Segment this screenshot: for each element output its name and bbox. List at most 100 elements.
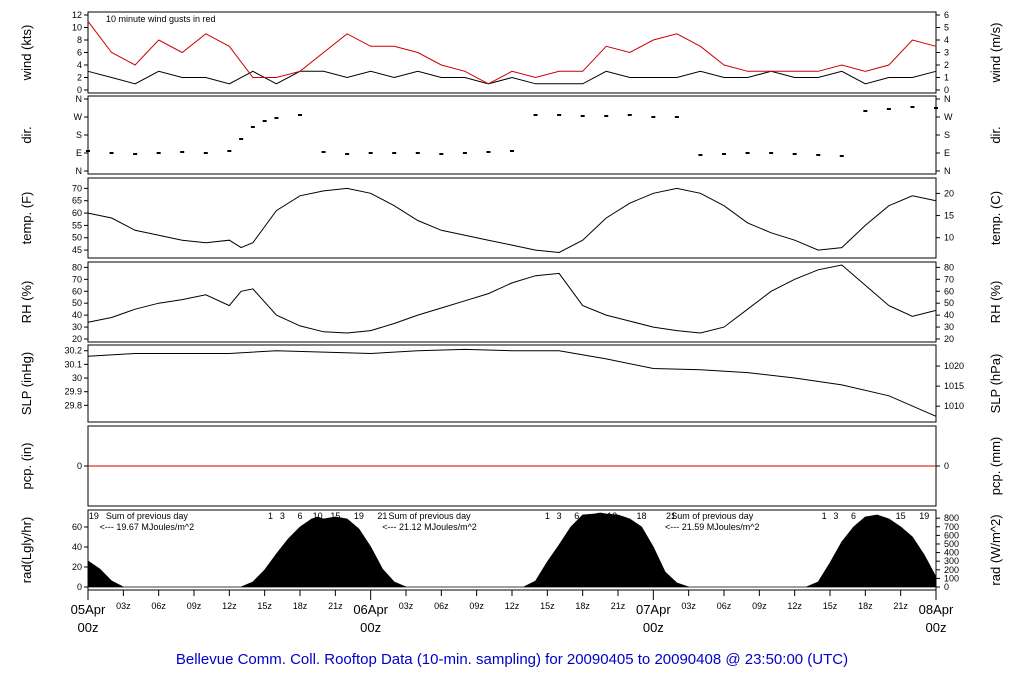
x-tick-label: 12z — [505, 601, 520, 611]
y-tick-label-right: 40 — [944, 310, 954, 320]
direction-point — [651, 116, 656, 118]
y-tick-label-left: 0 — [77, 582, 82, 592]
panel-frame — [87, 95, 937, 175]
x-tick-label: 06z — [717, 601, 732, 611]
y-tick-label-right: 30 — [944, 322, 954, 332]
hour-label: 1 — [822, 511, 827, 521]
direction-point — [262, 120, 267, 122]
y-tick-label-right: 6 — [944, 10, 949, 20]
y-tick-label-right: 15 — [944, 211, 954, 221]
y-tick-label-right: 2 — [944, 60, 949, 70]
direction-point — [227, 150, 232, 152]
x-tick-label: 18z — [293, 601, 308, 611]
y-tick-label-left: N — [76, 166, 83, 176]
y-tick-label-right: 0 — [944, 461, 949, 471]
panel-frame — [87, 11, 937, 94]
direction-point — [180, 151, 185, 153]
date-label-z: 00z — [360, 620, 381, 635]
daily-total-note: <--- 21.12 MJoules/m^2 — [382, 522, 477, 532]
y-tick-label-right: 20 — [944, 188, 954, 198]
direction-point — [792, 153, 797, 155]
direction-point — [533, 114, 538, 116]
x-tick-label: 21z — [328, 601, 343, 611]
hour-label: 3 — [833, 511, 838, 521]
hour-label: 6 — [297, 511, 302, 521]
y-axis-label-left: dir. — [19, 126, 34, 143]
y-tick-label-left: 6 — [77, 48, 82, 58]
direction-point — [439, 153, 444, 155]
y-tick-label-left: 40 — [72, 542, 82, 552]
x-tick-label: 03z — [399, 601, 414, 611]
y-tick-label-left: 65 — [72, 196, 82, 206]
hour-label: 19 — [354, 511, 364, 521]
date-label: 06Apr — [353, 602, 388, 617]
hour-label: 1 — [268, 511, 273, 521]
x-tick-label: 21z — [611, 601, 626, 611]
x-tick-label: 03z — [681, 601, 696, 611]
y-tick-label-right: 20 — [944, 334, 954, 344]
daily-total-title: Sum of previous day — [389, 511, 472, 521]
y-tick-label-left: W — [74, 112, 83, 122]
x-tick-label: 18z — [575, 601, 590, 611]
direction-point — [580, 115, 585, 117]
y-axis-label-right: pcp. (mm) — [988, 437, 1003, 496]
y-tick-label-right: 10 — [944, 233, 954, 243]
y-tick-label-right: 700 — [944, 522, 959, 532]
direction-point — [722, 153, 726, 155]
x-tick-label: 18z — [858, 601, 873, 611]
y-tick-label-right: 500 — [944, 539, 959, 549]
y-tick-label-right: E — [944, 148, 950, 158]
direction-point — [816, 154, 821, 156]
hour-label: 18 — [637, 511, 647, 521]
y-axis-label-left: RH (%) — [19, 281, 34, 324]
y-tick-label-right: 1 — [944, 73, 949, 83]
y-tick-label-left: 4 — [77, 60, 82, 70]
x-tick-label: 06z — [151, 601, 166, 611]
y-tick-label-left: 2 — [77, 73, 82, 83]
y-axis-label-right: SLP (hPa) — [988, 354, 1003, 414]
direction-point — [604, 115, 609, 117]
y-tick-label-left: 0 — [77, 461, 82, 471]
daily-total-title: Sum of previous day — [671, 511, 754, 521]
hour-label: 19 — [89, 511, 99, 521]
y-tick-label-left: 70 — [72, 183, 82, 193]
date-label-z: 00z — [643, 620, 664, 635]
y-tick-label-right: 4 — [944, 35, 949, 45]
hour-label: 21 — [666, 511, 676, 521]
y-tick-label-right: 200 — [944, 565, 959, 575]
y-tick-label-left: 20 — [72, 334, 82, 344]
direction-point — [345, 153, 350, 155]
y-tick-label-left: 29.8 — [64, 400, 82, 410]
y-tick-label-left: 30 — [72, 373, 82, 383]
x-tick-label: 09z — [187, 601, 202, 611]
hour-label: 15 — [330, 511, 340, 521]
y-tick-label-right: 70 — [944, 274, 954, 284]
y-tick-label-left: 8 — [77, 35, 82, 45]
sea-level-pressure-line — [87, 348, 937, 417]
y-axis-label-left: wind (kts) — [19, 25, 34, 82]
direction-point — [627, 114, 632, 116]
direction-point — [368, 152, 373, 154]
y-tick-label-left: 30.1 — [64, 359, 82, 369]
y-tick-label-left: 45 — [72, 245, 82, 255]
hour-label: 10 — [313, 511, 323, 521]
y-tick-label-right: 300 — [944, 556, 959, 566]
relative-humidity-line — [87, 264, 937, 334]
hour-label: 1 — [545, 511, 550, 521]
hour-label: 13 — [607, 511, 617, 521]
y-tick-label-left: 30 — [72, 322, 82, 332]
x-tick-label: 09z — [469, 601, 484, 611]
hour-label: 6 — [851, 511, 856, 521]
direction-point — [392, 152, 397, 154]
y-axis-label-left: temp. (F) — [19, 192, 34, 245]
y-tick-label-right: 0 — [944, 582, 949, 592]
y-tick-label-right: 0 — [944, 85, 949, 95]
panel-frame — [87, 261, 937, 343]
x-tick-label: 03z — [116, 601, 131, 611]
x-tick-label: 21z — [893, 601, 908, 611]
y-tick-label-right: 100 — [944, 573, 959, 583]
date-label-z: 00z — [926, 620, 947, 635]
y-tick-label-left: 80 — [72, 262, 82, 272]
x-tick-label: 06z — [434, 601, 449, 611]
